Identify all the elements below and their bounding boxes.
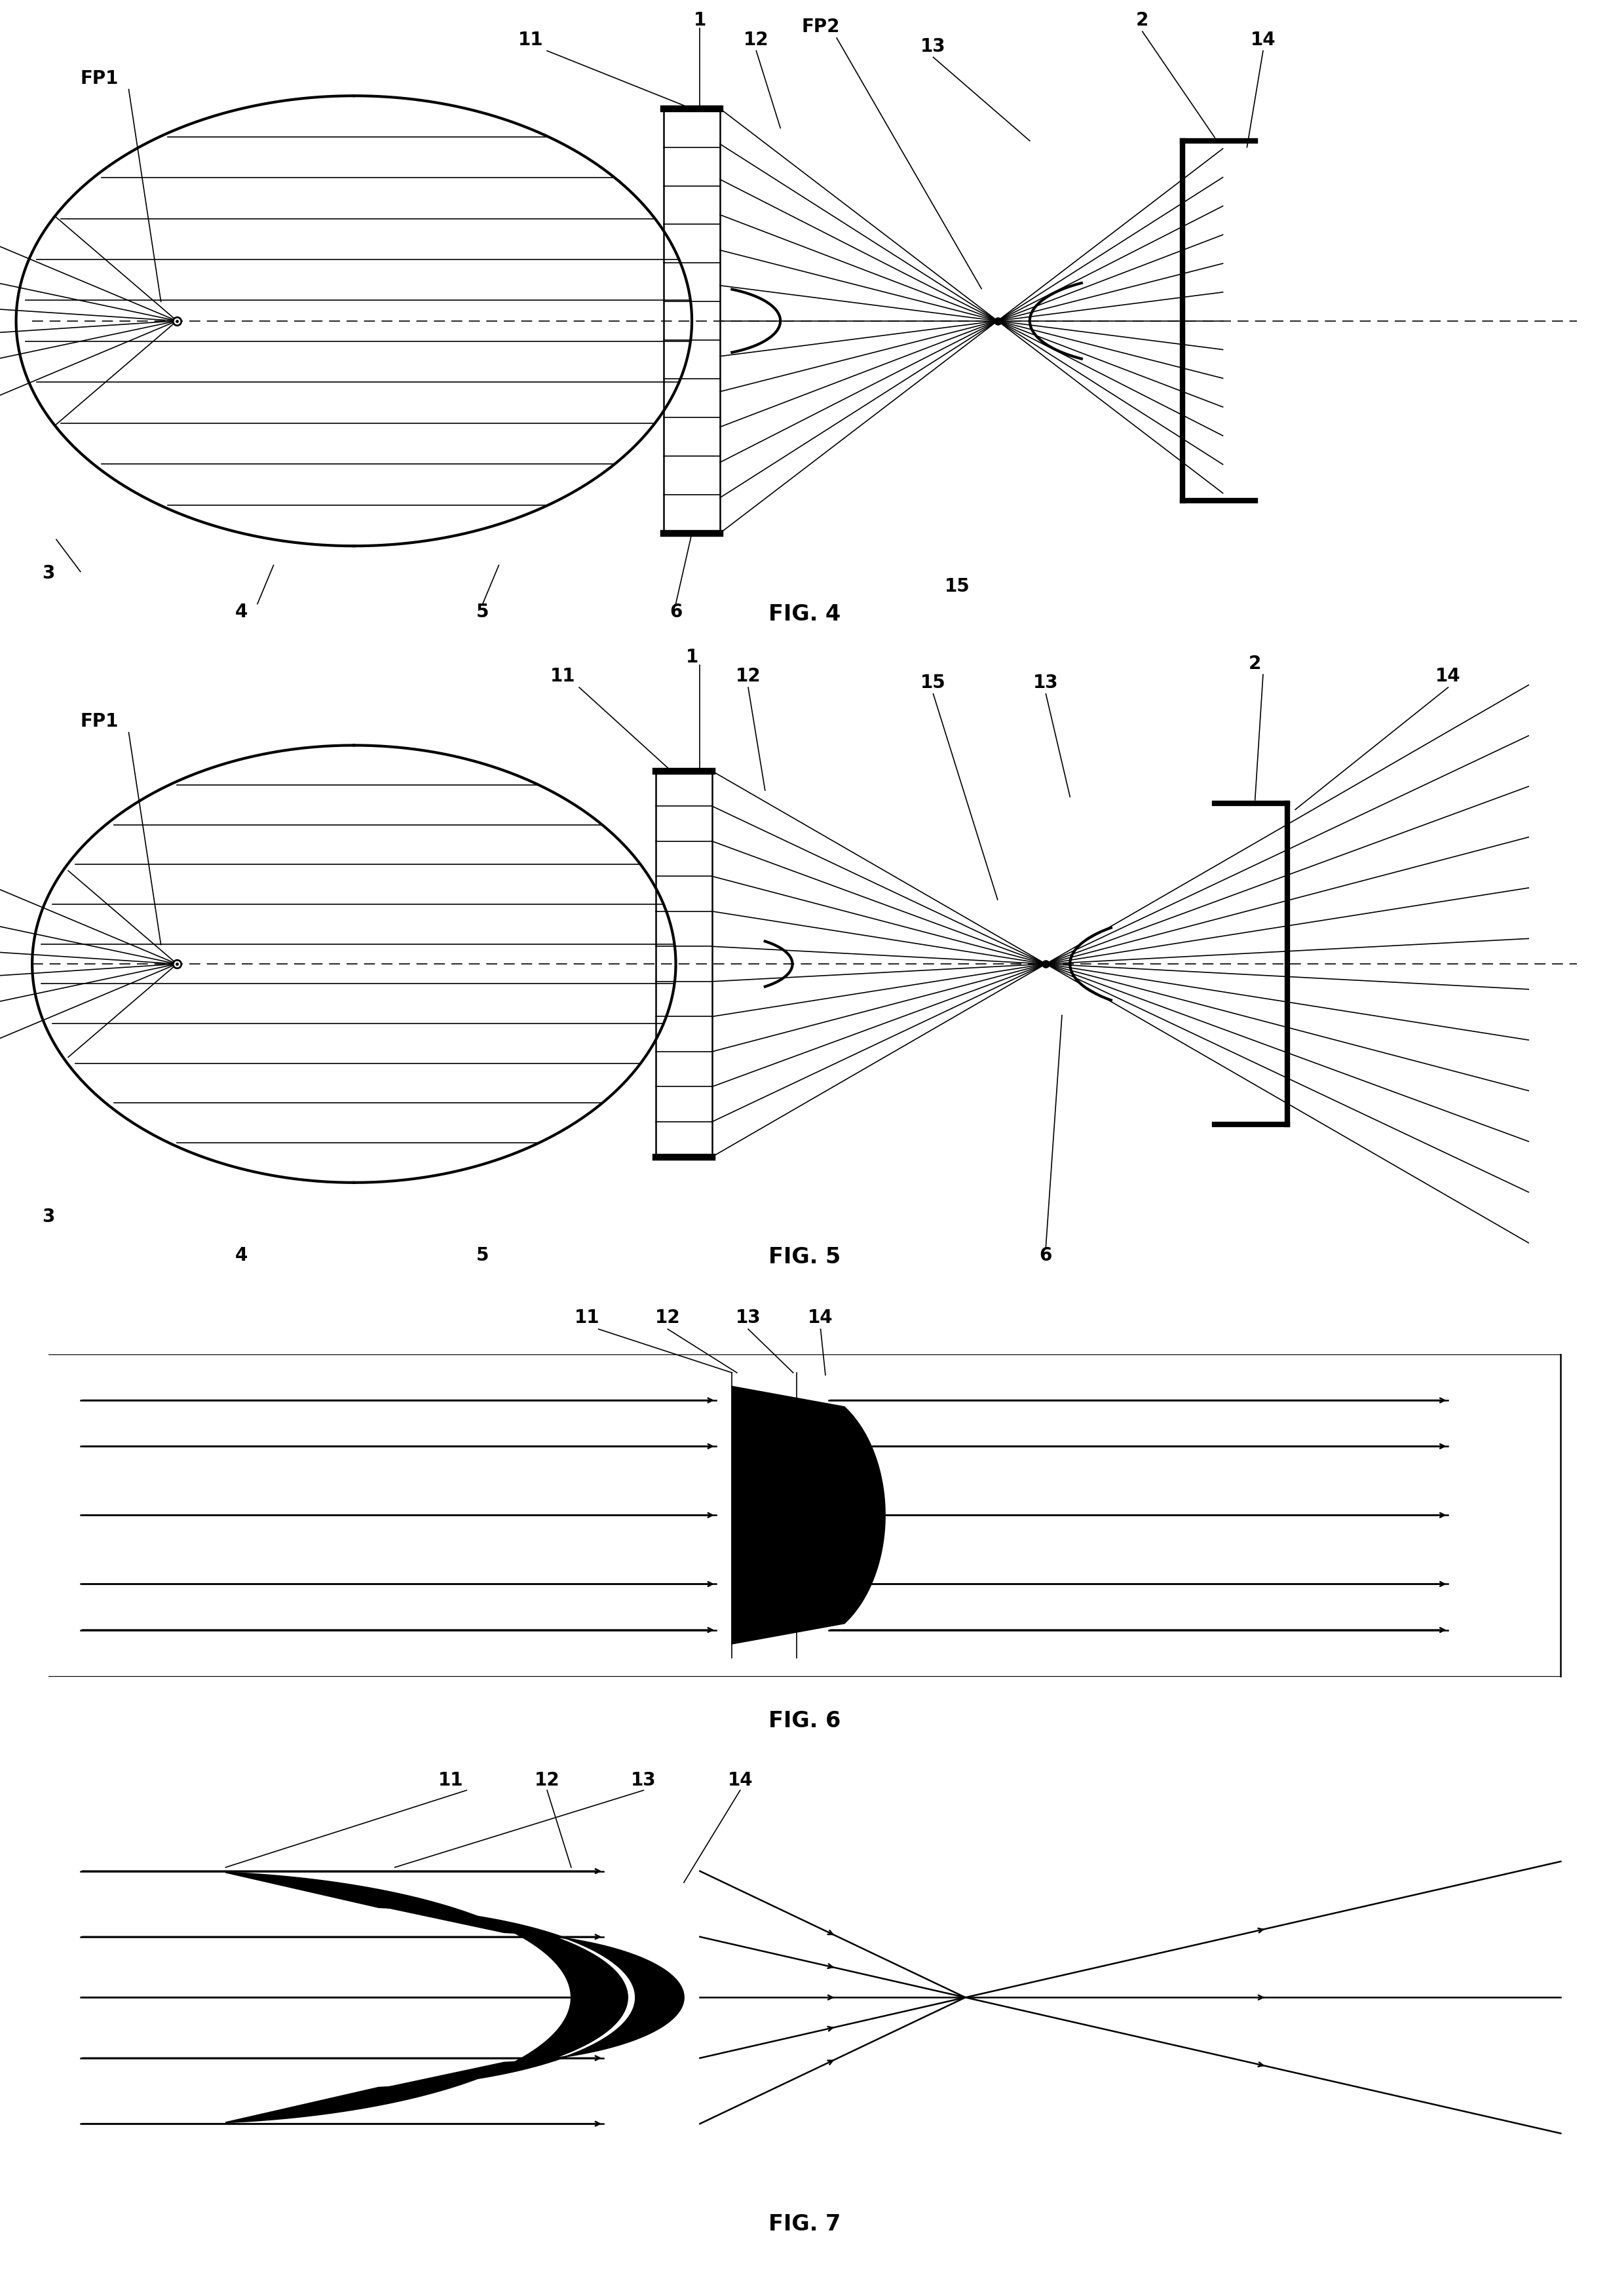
Text: 11: 11 [438, 1770, 463, 1789]
Polygon shape [225, 1874, 628, 2122]
Text: 13: 13 [920, 37, 946, 55]
Polygon shape [732, 1387, 885, 1644]
Text: 14: 14 [727, 1770, 753, 1789]
Text: 13: 13 [735, 1309, 761, 1327]
Text: 2: 2 [1249, 654, 1261, 673]
Text: 12: 12 [655, 1309, 681, 1327]
Text: 11: 11 [550, 668, 576, 687]
Text: 5: 5 [476, 1247, 489, 1265]
Text: 12: 12 [534, 1770, 560, 1789]
Text: 3: 3 [42, 565, 55, 583]
Text: 2: 2 [1136, 11, 1149, 30]
Text: 14: 14 [808, 1309, 833, 1327]
Text: FIG. 7: FIG. 7 [769, 2213, 840, 2234]
Text: 1: 1 [693, 11, 706, 30]
Text: 12: 12 [735, 668, 761, 687]
Text: FP1: FP1 [80, 712, 119, 730]
Text: FP1: FP1 [80, 69, 119, 87]
Text: FIG. 4: FIG. 4 [769, 604, 840, 625]
Text: 15: 15 [944, 576, 970, 595]
Text: 1: 1 [685, 647, 698, 666]
Text: FIG. 5: FIG. 5 [769, 1247, 840, 1267]
Text: 6: 6 [669, 604, 682, 622]
Text: 4: 4 [235, 604, 248, 622]
Text: 11: 11 [574, 1309, 600, 1327]
Text: 13: 13 [631, 1770, 656, 1789]
Text: 14: 14 [1435, 668, 1461, 687]
Text: 14: 14 [1250, 30, 1276, 48]
Text: 13: 13 [1033, 673, 1059, 691]
Text: 12: 12 [743, 30, 769, 48]
Text: 15: 15 [920, 673, 946, 691]
Text: 5: 5 [476, 604, 489, 622]
Text: FP2: FP2 [801, 18, 840, 37]
Text: 4: 4 [235, 1247, 248, 1265]
Text: FIG. 6: FIG. 6 [769, 1711, 840, 1731]
Text: 11: 11 [518, 30, 544, 48]
Polygon shape [386, 1908, 684, 2087]
Text: 6: 6 [1039, 1247, 1052, 1265]
Text: 3: 3 [42, 1208, 55, 1226]
